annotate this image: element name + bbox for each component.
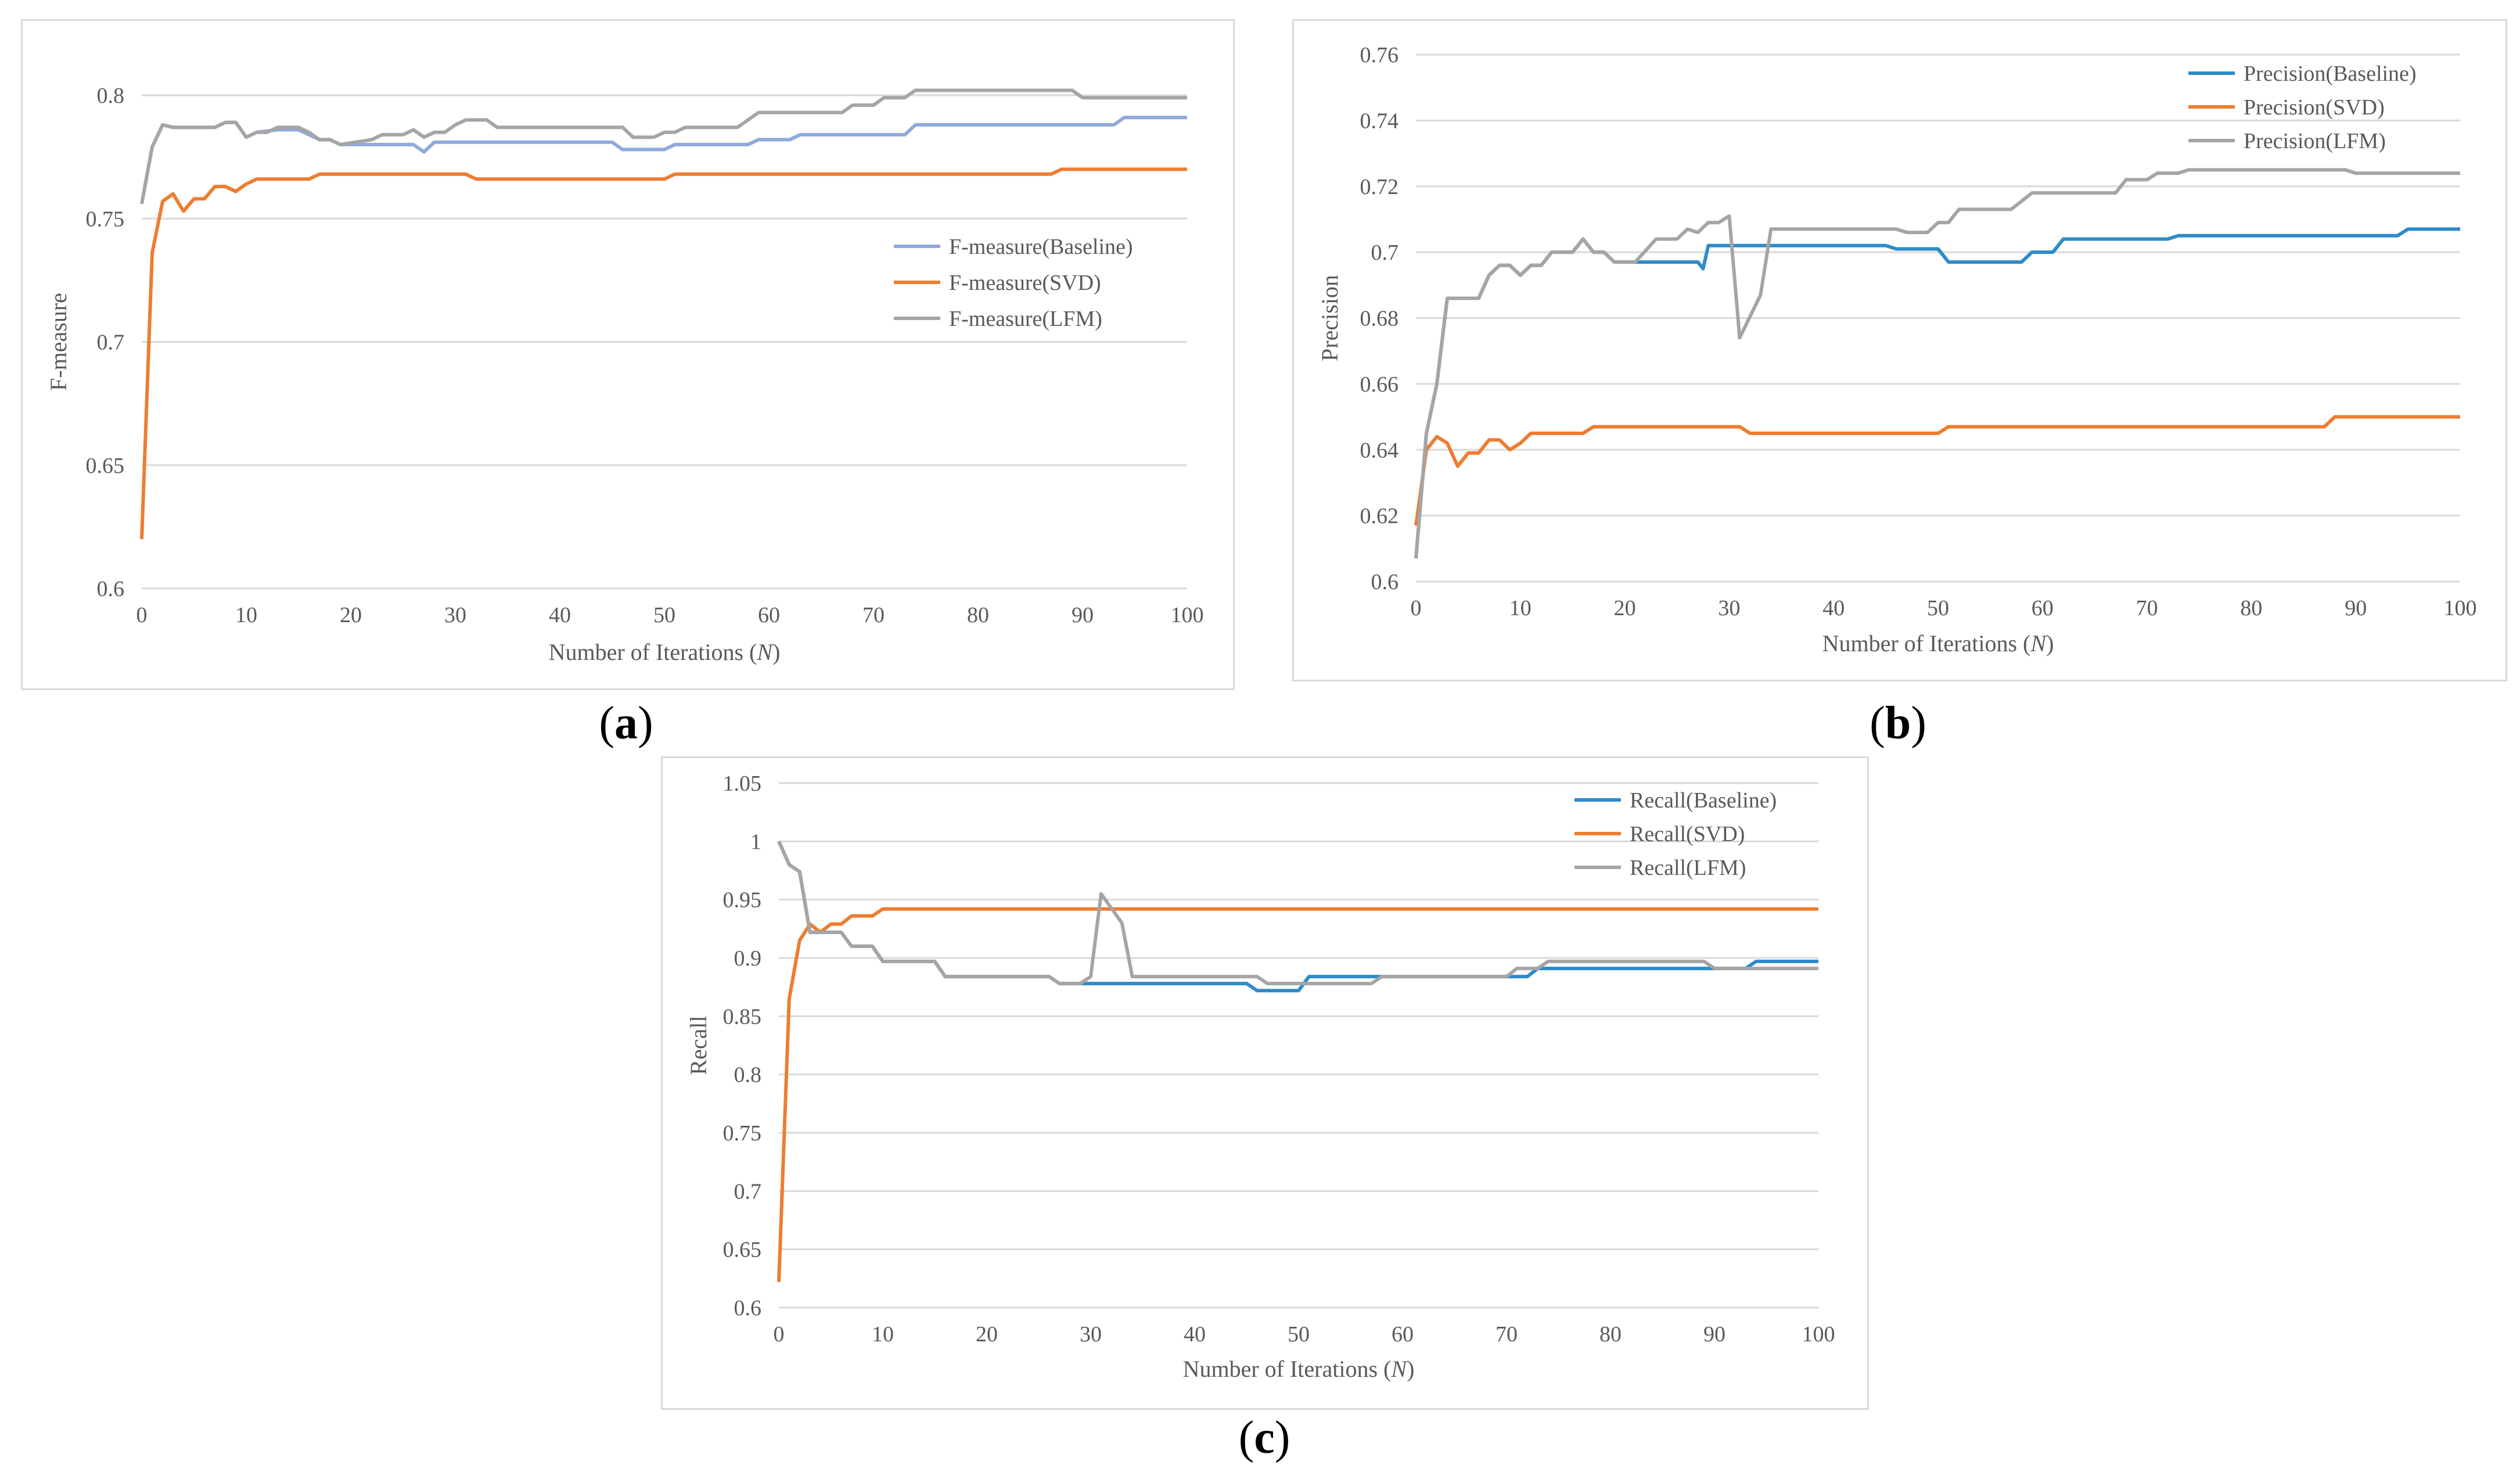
y-tick-label: 0.74 — [1360, 109, 1399, 133]
x-tick-label: 0 — [136, 603, 148, 627]
x-tick-label: 70 — [862, 603, 885, 627]
y-tick-label: 0.6 — [1371, 570, 1399, 594]
x-tick-label: 50 — [1927, 596, 1949, 620]
x-tick-label: 30 — [1080, 1322, 1102, 1347]
y-tick-label: 0.65 — [86, 454, 125, 478]
y-tick-label: 0.8 — [97, 84, 125, 108]
y-tick-label: 0.75 — [723, 1121, 762, 1146]
y-tick-label: 0.8 — [734, 1063, 762, 1087]
y-tick-label: 1.05 — [723, 771, 762, 796]
chart-panel-a: 0.6 0.65 0.7 0.75 0.8 0 10 20 30 40 50 60 70 80 90 100 N… — [21, 19, 1235, 690]
series-line-precision-svd- — [1414, 415, 2460, 526]
y-tick-label: 0.6 — [97, 577, 125, 601]
x-axis-label: Number of Iterations (N) — [1183, 1356, 1415, 1382]
x-tick-label: 70 — [2136, 596, 2158, 620]
y-tick-label: 0.62 — [1360, 504, 1399, 529]
x-axis-label: Number of Iterations (N) — [1822, 630, 2054, 656]
x-tick-label: 80 — [1599, 1322, 1622, 1347]
caption-b: (b) — [1870, 698, 1926, 749]
y-tick-label: 0.66 — [1360, 372, 1399, 397]
series-line-f-measure-lfm- — [140, 88, 1187, 204]
x-tick-label: 90 — [1072, 603, 1094, 627]
legend-label: F-measure(SVD) — [949, 271, 1101, 295]
y-axis-label: Recall — [685, 1015, 711, 1075]
x-tick-label: 40 — [549, 603, 571, 627]
x-tick-label: 80 — [2240, 596, 2262, 620]
y-tick-label: 0.72 — [1360, 175, 1399, 199]
x-tick-label: 90 — [2345, 596, 2367, 620]
y-tick-label: 0.9 — [734, 946, 762, 971]
legend-label: F-measure(Baseline) — [949, 235, 1133, 259]
x-tick-label: 0 — [1411, 596, 1422, 620]
x-tick-label: 30 — [1718, 596, 1740, 620]
x-tick-label: 60 — [758, 603, 780, 627]
x-axis-label: Number of Iterations (N) — [549, 639, 781, 665]
x-tick-label: 20 — [1614, 596, 1636, 620]
chart-b-svg: 0.6 0.62 0.64 0.66 0.68 0.7 0.72 0.74 0.76 0 10 20 3… — [1317, 43, 2477, 656]
x-tick-label: 0 — [774, 1322, 785, 1347]
x-tick-label: 100 — [1802, 1322, 1835, 1347]
x-tick-label: 90 — [1703, 1322, 1725, 1347]
series-line-f-measure-baseline- — [140, 116, 1187, 204]
x-tick-label: 10 — [872, 1322, 894, 1347]
series-line-f-measure-svd- — [140, 167, 1187, 540]
x-tick-label: 10 — [235, 603, 257, 627]
x-tick-label: 80 — [967, 603, 989, 627]
x-tick-label: 50 — [1288, 1322, 1310, 1347]
y-tick-label: 0.76 — [1360, 43, 1399, 67]
legend-label: Recall(Baseline) — [1630, 788, 1777, 813]
chart-panel-b: 0.6 0.62 0.64 0.66 0.68 0.7 0.72 0.74 0.76 0 10 20 3… — [1292, 19, 2507, 681]
x-tick-label: 10 — [1509, 596, 1532, 620]
y-tick-label: 0.7 — [97, 331, 125, 355]
y-tick-label: 0.64 — [1360, 438, 1399, 462]
y-tick-label: 1 — [750, 830, 761, 854]
legend-label: Precision(SVD) — [2244, 95, 2385, 120]
series-line-recall-lfm- — [777, 841, 1818, 986]
legend-label: Precision(LFM) — [2244, 129, 2386, 153]
series-line-recall-svd- — [777, 907, 1818, 1283]
x-tick-label: 40 — [1822, 596, 1845, 620]
series-line-precision-lfm- — [1414, 168, 2460, 559]
x-tick-label: 50 — [653, 603, 675, 627]
chart-panel-c: 0.6 0.65 0.7 0.75 0.8 0.85 0.9 0.95 1 1.05 0 10 20 30… — [661, 756, 1869, 1410]
y-tick-label: 0.7 — [1371, 240, 1399, 265]
y-axis-label: Precision — [1317, 275, 1343, 361]
series-line-precision-baseline- — [1414, 227, 2460, 559]
y-tick-label: 0.95 — [723, 888, 762, 913]
y-tick-label: 0.65 — [723, 1238, 762, 1262]
x-tick-label: 70 — [1496, 1322, 1518, 1347]
legend-label: Precision(Baseline) — [2244, 62, 2417, 86]
y-tick-label: 0.7 — [734, 1179, 762, 1204]
chart-c-svg: 0.6 0.65 0.7 0.75 0.8 0.85 0.9 0.95 1 1.05 0 10 20 30… — [685, 771, 1835, 1382]
legend-label: Recall(SVD) — [1630, 822, 1745, 846]
x-tick-label: 20 — [976, 1322, 998, 1347]
y-tick-label: 0.6 — [734, 1296, 762, 1320]
chart-a-svg: 0.6 0.65 0.7 0.75 0.8 0 10 20 30 40 50 60 70 80 90 100 N… — [45, 84, 1204, 665]
y-tick-label: 0.68 — [1360, 307, 1399, 331]
x-tick-label: 100 — [2444, 596, 2477, 620]
y-tick-label: 0.75 — [86, 207, 125, 231]
x-tick-label: 60 — [1392, 1322, 1414, 1347]
x-tick-label: 20 — [340, 603, 362, 627]
legend-label: Recall(LFM) — [1630, 856, 1746, 880]
y-axis-label: F-measure — [45, 293, 71, 391]
x-tick-label: 100 — [1171, 603, 1204, 627]
x-tick-label: 40 — [1184, 1322, 1206, 1347]
x-tick-label: 60 — [2032, 596, 2054, 620]
caption-c: (c) — [1238, 1412, 1290, 1463]
caption-a: (a) — [599, 698, 653, 749]
x-tick-label: 30 — [444, 603, 466, 627]
y-tick-label: 0.85 — [723, 1004, 762, 1029]
legend-label: F-measure(LFM) — [949, 307, 1102, 331]
